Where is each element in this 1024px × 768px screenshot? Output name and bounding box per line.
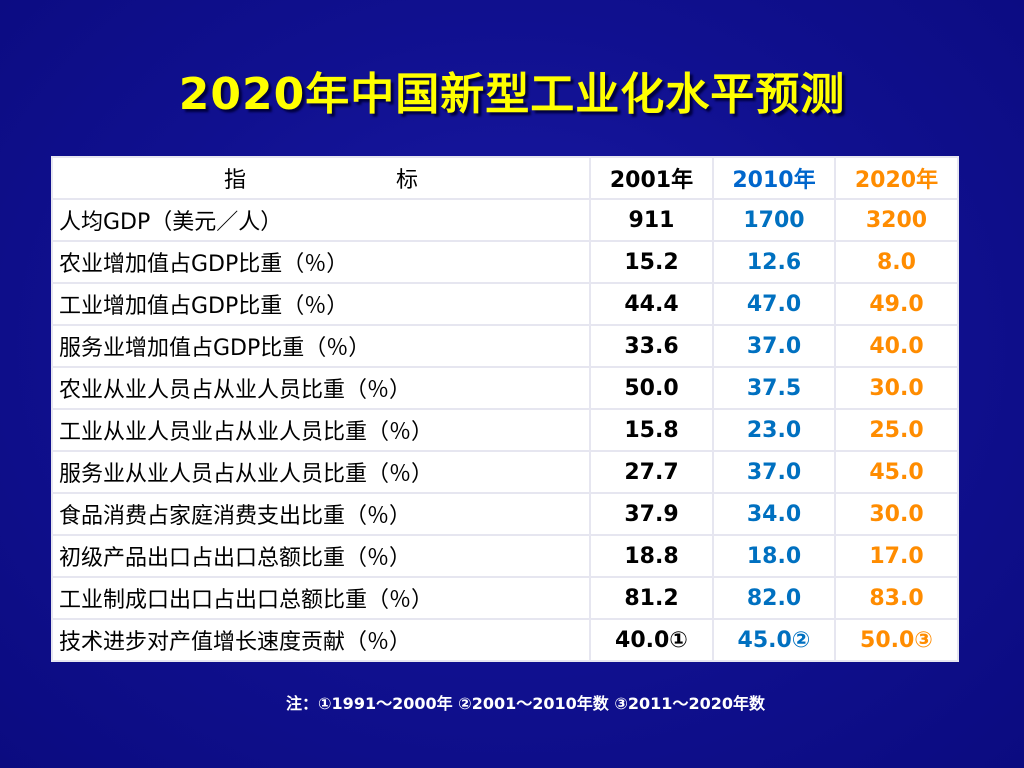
cell-2010: 82.0: [712, 576, 836, 620]
row-label: 工业增加值占GDP比重（％）: [51, 282, 591, 326]
table-row: 工业增加值占GDP比重（％） 44.4 47.0 49.0: [51, 282, 959, 326]
cell-2001: 33.6: [589, 324, 714, 368]
cell-2010: 18.0: [712, 534, 836, 578]
header-2010: 2010年: [712, 156, 836, 200]
cell-2001: 81.2: [589, 576, 714, 620]
cell-2001: 15.2: [589, 240, 714, 284]
cell-2020: 25.0: [834, 408, 959, 452]
cell-2020: 17.0: [834, 534, 959, 578]
header-indicator-part2: 标: [396, 168, 419, 193]
cell-2020: 30.0: [834, 492, 959, 536]
cell-2001: 37.9: [589, 492, 714, 536]
cell-2020: 8.0: [834, 240, 959, 284]
cell-2010: 12.6: [712, 240, 836, 284]
row-label: 初级产品出口占出口总额比重（％）: [51, 534, 591, 578]
cell-2001: 15.8: [589, 408, 714, 452]
cell-2020: 45.0: [834, 450, 959, 494]
table-row: 农业从业人员占从业人员比重（％） 50.0 37.5 30.0: [51, 366, 959, 410]
cell-2010: 37.0: [712, 324, 836, 368]
row-label: 服务业从业人员占从业人员比重（％）: [51, 450, 591, 494]
cell-2010: 37.5: [712, 366, 836, 410]
footnote: 注：①1991～2000年 ②2001～2010年数 ③2011～2020年数: [286, 694, 765, 713]
row-label: 技术进步对产值增长速度贡献（％）: [51, 618, 591, 662]
table-row: 农业增加值占GDP比重（％） 15.2 12.6 8.0: [51, 240, 959, 284]
row-label: 农业增加值占GDP比重（％）: [51, 240, 591, 284]
row-label: 农业从业人员占从业人员比重（％）: [51, 366, 591, 410]
cell-2010: 37.0: [712, 450, 836, 494]
cell-2010: 34.0: [712, 492, 836, 536]
row-label: 服务业增加值占GDP比重（％）: [51, 324, 591, 368]
table-row: 技术进步对产值增长速度贡献（％） 40.0① 45.0② 50.0③: [51, 618, 959, 662]
table-header-row: 指标 2001年 2010年 2020年: [51, 156, 959, 200]
table-row: 工业从业人员业占从业人员比重（％） 15.8 23.0 25.0: [51, 408, 959, 452]
table-row: 初级产品出口占出口总额比重（％） 18.8 18.0 17.0: [51, 534, 959, 578]
header-2001: 2001年: [589, 156, 714, 200]
slide-title: 2020年中国新型工业化水平预测: [178, 69, 846, 120]
row-label: 工业从业人员业占从业人员比重（％）: [51, 408, 591, 452]
table-row: 食品消费占家庭消费支出比重（％） 37.9 34.0 30.0: [51, 492, 959, 536]
table-row: 工业制成口出口占出口总额比重（％） 81.2 82.0 83.0: [51, 576, 959, 620]
header-2020: 2020年: [834, 156, 959, 200]
header-indicator: 指标: [51, 156, 591, 200]
cell-2020: 40.0: [834, 324, 959, 368]
header-indicator-part1: 指: [223, 168, 246, 193]
cell-2020: 30.0: [834, 366, 959, 410]
row-label: 人均GDP（美元／人）: [51, 198, 591, 242]
cell-2020: 3200: [834, 198, 959, 242]
table-row: 服务业增加值占GDP比重（％） 33.6 37.0 40.0: [51, 324, 959, 368]
row-label: 工业制成口出口占出口总额比重（％）: [51, 576, 591, 620]
cell-2010: 1700: [712, 198, 836, 242]
cell-2001: 40.0①: [589, 618, 714, 662]
cell-2010: 45.0②: [712, 618, 836, 662]
cell-2001: 18.8: [589, 534, 714, 578]
table-row: 人均GDP（美元／人） 911 1700 3200: [51, 198, 959, 242]
forecast-table: 指标 2001年 2010年 2020年 人均GDP（美元／人） 911 170…: [51, 156, 959, 662]
cell-2020: 50.0③: [834, 618, 959, 662]
cell-2010: 23.0: [712, 408, 836, 452]
cell-2001: 911: [589, 198, 714, 242]
cell-2001: 44.4: [589, 282, 714, 326]
cell-2001: 27.7: [589, 450, 714, 494]
row-label: 食品消费占家庭消费支出比重（％）: [51, 492, 591, 536]
cell-2020: 49.0: [834, 282, 959, 326]
cell-2010: 47.0: [712, 282, 836, 326]
cell-2020: 83.0: [834, 576, 959, 620]
table-row: 服务业从业人员占从业人员比重（％） 27.7 37.0 45.0: [51, 450, 959, 494]
cell-2001: 50.0: [589, 366, 714, 410]
